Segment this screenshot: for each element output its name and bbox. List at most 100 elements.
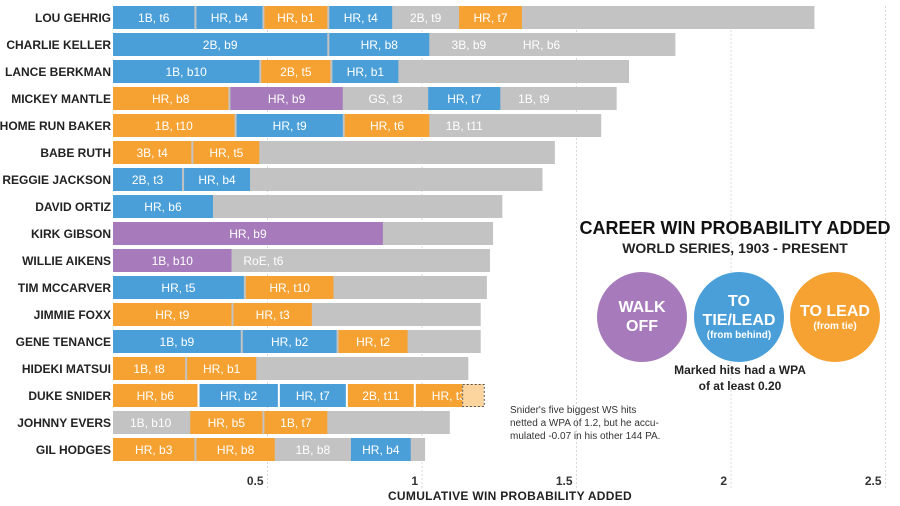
bar-segment-label: 1B, b10	[130, 416, 172, 430]
bar-overshoot-outline	[462, 384, 485, 407]
bar-segment	[394, 6, 458, 29]
bar-segment	[196, 438, 275, 461]
bar-segment	[428, 87, 501, 110]
bar-segment	[113, 60, 260, 83]
bar-segment	[199, 384, 278, 407]
bar-segment-label: HR, t5	[161, 281, 195, 295]
bar-segment-label: HR, b2	[271, 335, 309, 349]
bar-segment-label: 2B, b9	[203, 38, 238, 52]
bar-segment-label: HR, b8	[217, 443, 255, 457]
gridlines	[267, 6, 886, 488]
legend-tie-line1: TO	[728, 293, 750, 310]
bar-segment-label: 1B, t6	[138, 11, 170, 25]
player-name: GIL HODGES	[36, 443, 111, 457]
bar-segment-label: HR, t7	[447, 92, 481, 106]
bar-segment-label: HR, b6	[523, 38, 561, 52]
player-name: CHARLIE KELLER	[6, 38, 111, 52]
bar-segment	[184, 168, 251, 191]
bar-segment	[261, 60, 331, 83]
bar-segment	[233, 303, 312, 326]
bar-segment-label: 1B, t9	[518, 92, 550, 106]
bar-segment	[230, 87, 343, 110]
bar-segment-label: HR, b9	[268, 92, 306, 106]
x-tick-label: 2	[720, 474, 727, 488]
bar-segment-label: HR, t9	[155, 308, 189, 322]
x-axis-ticks: 0.5 1 1.5 2 2.5	[247, 474, 882, 488]
legend-subtitle: WORLD SERIES, 1903 - PRESENT	[622, 240, 848, 256]
bar-segment	[279, 384, 346, 407]
bar-segment	[113, 357, 186, 380]
bar-segment-label: HR, b4	[198, 173, 236, 187]
bar-segment-label: HR, t3	[256, 308, 290, 322]
bar-segment-label: 1B, t10	[155, 119, 193, 133]
bar-segment-label: HR, t10	[269, 281, 310, 295]
legend-tie-lead-circle: TO TIE/LEAD (from behind)	[694, 272, 784, 362]
bar-segment	[113, 249, 232, 272]
bar-segment-label: HR, b9	[229, 227, 267, 241]
bar-segment-label: HR, b6	[137, 389, 175, 403]
player-name: MICKEY MANTLE	[11, 92, 111, 106]
legend-title: CAREER WIN PROBABILITY ADDED	[579, 218, 891, 238]
bar-segment	[245, 276, 334, 299]
x-tick-label: 2.5	[865, 474, 882, 488]
bar-segment	[113, 114, 235, 137]
bar-segment	[264, 6, 328, 29]
bar-segment	[431, 33, 507, 56]
bar-segment	[113, 33, 328, 56]
bar-segment-label: HR, b2	[220, 389, 258, 403]
bar-segment-label: HR, b6	[144, 200, 182, 214]
bar-segment-label: HR, t2	[356, 335, 390, 349]
bar-segment-label: 2B, t3	[132, 173, 164, 187]
player-name: DUKE SNIDER	[28, 389, 111, 403]
player-name: LOU GEHRIG	[35, 11, 111, 25]
x-axis-title: CUMULATIVE WIN PROBABILITY ADDED	[387, 489, 633, 503]
bar-segment	[113, 168, 183, 191]
bar-segment-label: 2B, t9	[410, 11, 442, 25]
bar-segment	[113, 276, 244, 299]
bar-segment-label: HR, b8	[152, 92, 190, 106]
bar-segment	[236, 114, 343, 137]
bar-segment	[459, 6, 522, 29]
bars: 1B, t6 HR, b4 HR, b1 HR, t4 2B, t9 HR, t7 2B, …	[113, 6, 815, 461]
snider-annotation-line3: mulated -0.07 in his other 144 PA.	[510, 431, 661, 442]
bar-segment-label: 2B, t5	[280, 65, 312, 79]
bar-segment-label: HR, b8	[361, 38, 399, 52]
player-name: WILLIE AIKENS	[22, 254, 111, 268]
bar-segment	[431, 114, 498, 137]
bar-segment	[113, 438, 195, 461]
bar-segment	[113, 222, 383, 245]
legend-walk-off-circle: WALK OFF	[597, 272, 687, 362]
player-name: GENE TENANCE	[16, 335, 111, 349]
x-tick-label: 1	[411, 474, 418, 488]
player-name: REGGIE JACKSON	[2, 173, 111, 187]
bar-segment	[338, 330, 408, 353]
bar-segment-label: HR, b1	[347, 65, 385, 79]
bar-segment-label: HR, t7	[296, 389, 330, 403]
bar-segment	[332, 60, 399, 83]
snider-annotation-line1: Snider's five biggest WS hits	[510, 405, 637, 416]
bar-segment	[276, 438, 349, 461]
bar-segment-label: HR, b1	[277, 11, 315, 25]
legend-lead-line1: TO LEAD	[800, 302, 870, 320]
x-tick-label: 1.5	[556, 474, 573, 488]
bar-segment-label: HR, b4	[362, 443, 400, 457]
player-name: HIDEKI MATSUI	[22, 362, 111, 376]
player-labels: LOU GEHRIG CHARLIE KELLER LANCE BERKMAN MIC…	[0, 11, 111, 457]
legend-tie-small: (from behind)	[706, 330, 772, 341]
bar-segment-label: HR, b3	[135, 443, 173, 457]
bar-segment-label: 3B, b9	[452, 38, 487, 52]
bar-segment-label: 1B, b8	[295, 443, 330, 457]
legend-tie-line2: TIE/LEAD	[702, 312, 776, 329]
bar-segment	[190, 411, 263, 434]
bar-segment-label: HR, t3	[432, 389, 466, 403]
bar-segment	[196, 6, 263, 29]
bar-segment-label: 1B, b10	[152, 254, 194, 268]
legend-to-lead-circle: TO LEAD (from tie)	[790, 272, 880, 362]
legend-lead-small: (from tie)	[813, 320, 857, 332]
snider-annotation-line2: netted a WPA of 1.2, but he accu-	[510, 418, 659, 429]
bar-segment-label: HR, t7	[474, 11, 508, 25]
player-name: BABE RUTH	[40, 146, 111, 160]
legend-walk-off-line2: OFF	[626, 318, 658, 335]
bar-segment	[113, 141, 192, 164]
bar-segment-label: 1B, t8	[133, 362, 165, 376]
